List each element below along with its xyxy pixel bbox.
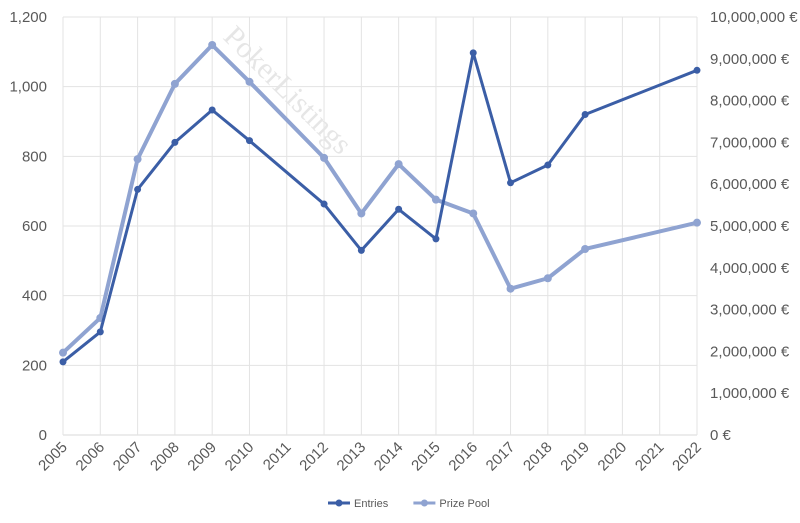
x-tick-label: 2007 [110,439,146,475]
series [59,41,701,366]
data-point [543,274,552,283]
data-point [96,328,104,336]
data-point [507,179,515,187]
x-tick-label: 2014 [371,439,407,475]
data-point [395,205,403,213]
data-point [245,77,254,86]
legend-label: Prize Pool [439,498,489,510]
data-point [208,41,217,50]
series-entries [59,49,701,366]
data-point [544,161,552,169]
y-right-tick-label: 8,000,000 € [710,93,790,110]
data-point [59,348,67,357]
data-point [469,209,478,218]
axes: 0 200 400 600 800 1,000 1,200 0 € 1,000,000 € 2,0… [9,9,798,474]
data-point [170,79,179,88]
y-left-tick-label: 1,200 [9,9,47,26]
y-right-tick-label: 1,000,000 € [710,385,790,402]
data-point [432,235,440,243]
x-tick-label: 2018 [520,439,556,475]
y-right-tick-label: 2,000,000 € [710,343,790,360]
x-tick-label: 2021 [632,439,668,475]
series-prize-pool [59,41,701,357]
y-right-tick-label: 7,000,000 € [710,134,790,151]
y-right-tick-label: 10,000,000 € [710,9,798,26]
y-left-tick-label: 200 [22,357,47,374]
y-right-tick-label: 3,000,000 € [710,302,790,319]
watermark: PokerListings [217,20,358,161]
data-point [431,195,440,204]
data-point [59,358,67,366]
y-right-tick-label: 5,000,000 € [710,218,790,235]
x-tick-label: 2005 [35,439,71,475]
data-point [208,106,216,114]
y-right-tick-label: 9,000,000 € [710,51,790,68]
data-point [357,246,365,254]
data-point [320,153,329,162]
x-tick-label: 2011 [260,439,295,474]
data-point [320,200,328,208]
data-point [134,185,142,193]
data-point [581,111,589,119]
legend-label: Entries [354,498,389,510]
series-line [61,51,699,364]
x-tick-label: 2013 [334,439,370,475]
x-tick-label: 2017 [483,439,519,475]
x-tick-label: 2012 [296,439,332,475]
legend-marker [335,499,343,507]
x-tick-label: 2019 [557,439,593,475]
y-left-tick-label: 1,000 [9,79,47,96]
y-right-tick-label: 4,000,000 € [710,260,790,277]
y-left-tick-label: 0 [39,427,47,444]
y-right-tick-label: 6,000,000 € [710,176,790,193]
data-point [171,138,179,146]
x-tick-label: 2022 [669,439,705,475]
x-tick-label: 2006 [73,439,109,475]
legend-item: Prize Pool [413,498,490,510]
data-point [581,244,590,253]
grid [62,16,698,436]
legend-marker [420,499,428,507]
x-tick-label: 2010 [222,439,258,475]
data-point [693,218,701,227]
series-line [61,43,699,355]
x-tick-label: 2009 [184,439,220,475]
data-point [469,49,477,57]
x-tick-label: 2008 [147,439,183,475]
x-tick-label: 2016 [445,439,481,475]
x-tick-label: 2020 [595,439,631,475]
x-tick-label: 2015 [408,439,444,475]
data-point [357,209,366,218]
data-point [693,66,701,74]
data-point [506,284,515,293]
y-left-tick-label: 800 [22,148,47,165]
legend-item: Entries [328,498,389,510]
data-point [133,155,142,164]
data-point [245,137,253,145]
legend: Entries Prize Pool [328,498,490,510]
data-point [394,160,403,169]
y-left-tick-label: 600 [22,218,47,235]
y-left-tick-label: 400 [22,288,47,305]
y-right-tick-label: 0 € [710,427,732,444]
